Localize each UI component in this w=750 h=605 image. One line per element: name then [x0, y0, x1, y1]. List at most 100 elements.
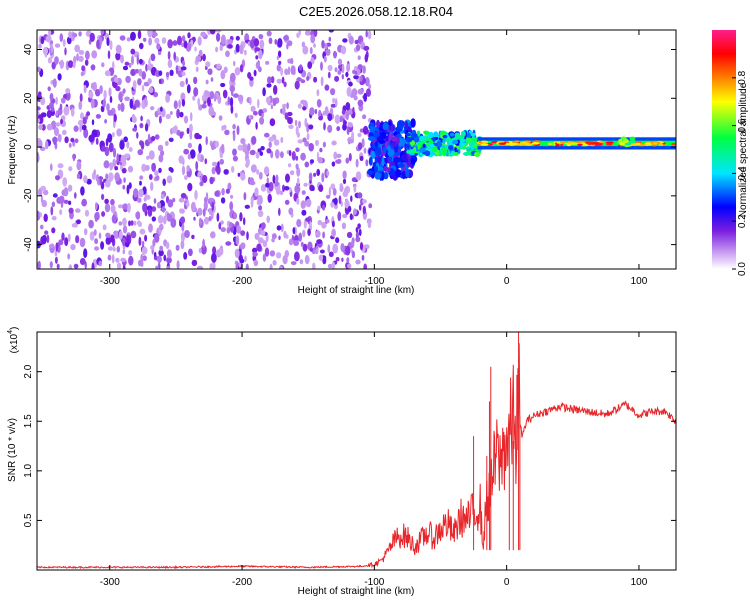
spectrogram-cell: [145, 63, 148, 72]
spectrogram-cell: [229, 97, 234, 107]
spectrogram-cell: [54, 256, 58, 264]
spectrogram-cell: [336, 153, 342, 158]
spectrogram-cell: [268, 181, 274, 192]
spectrogram-cell: [187, 32, 191, 39]
spectrogram-cell: [198, 49, 203, 57]
spectrogram-cell: [130, 48, 136, 55]
spectrogram-cell: [181, 71, 186, 76]
colorbar-label: Normalized spectral amplitude: [738, 82, 749, 217]
spectrogram-cell: [184, 230, 190, 238]
spectrogram-cell: [108, 172, 114, 182]
spectrogram-cell: [50, 206, 54, 216]
spectrogram-cell: [118, 91, 123, 102]
spectrogram-cell: [357, 99, 364, 107]
spectrogram-cell: [121, 168, 127, 174]
spectrogram-cell: [126, 202, 131, 213]
spectrogram-cell: [297, 103, 302, 109]
spectrogram-cell: [232, 93, 239, 98]
spectrogram-cell: [658, 143, 664, 146]
spectrogram-cell: [143, 196, 147, 202]
spectrogram-cell: [577, 143, 583, 146]
spectrogram-cell: [298, 30, 301, 36]
spectrogram-cell: [119, 35, 126, 41]
spectrogram-cell: [40, 185, 46, 191]
spectrogram-cell: [114, 166, 119, 171]
spectrogram-cell: [287, 66, 291, 76]
spectrogram-cell: [75, 235, 80, 244]
spectrogram-cell: [300, 99, 306, 105]
spectrogram-cell: [382, 146, 387, 153]
spectrogram-cell: [321, 40, 325, 49]
spectrogram-cell: [37, 152, 40, 162]
spectrogram-cell: [381, 156, 385, 167]
spectrogram-cell: [459, 141, 463, 149]
spectrogram-y-axis: -40 -20 0 20 40: [23, 44, 676, 252]
spectrogram-cell: [202, 174, 208, 184]
spectrogram-cell: [481, 140, 487, 143]
spectrogram-cell: [584, 141, 595, 144]
spectrogram-cell: [344, 199, 350, 209]
spectrogram-cell: [70, 137, 75, 143]
spectrogram-cell: [405, 136, 413, 143]
spectrogram-cell: [153, 198, 157, 204]
spectrogram-cell: [345, 157, 350, 164]
y-tick-label: 1.5: [23, 414, 34, 428]
spectrogram-cell: [345, 110, 349, 121]
spectrogram-cell: [102, 98, 106, 108]
spectrogram-cell: [103, 160, 110, 169]
spectrogram-cell: [193, 76, 198, 85]
spectrogram-cell: [98, 260, 102, 267]
spectrogram-cell: [144, 123, 149, 132]
spectrogram-cell: [651, 144, 658, 147]
spectrogram-cell: [138, 259, 142, 267]
spectrogram-cell: [300, 152, 306, 161]
spectrogram-cell: [547, 142, 554, 145]
spectrogram-cell: [606, 143, 613, 146]
spectrogram-cell: [271, 237, 275, 243]
spectrogram-cell: [189, 130, 193, 141]
y-tick-label: 1.0: [23, 463, 34, 477]
spectrogram-cell: [570, 142, 580, 145]
spectrogram-cell: [363, 263, 367, 269]
spectrogram-cell: [50, 43, 54, 54]
spectrogram-cell: [124, 61, 130, 66]
spectrogram-cell: [346, 127, 350, 135]
spectrogram-cell: [227, 44, 233, 49]
spectrogram-cell: [166, 175, 173, 184]
spectrogram-cell: [369, 126, 374, 133]
spectrogram-cell: [328, 251, 334, 258]
spectrogram-cell: [171, 126, 178, 134]
spectrogram-cell: [150, 106, 155, 111]
spectrogram-cell: [232, 148, 237, 156]
spectrogram-cell: [211, 161, 218, 167]
snr-scale-exponent: 4: [7, 330, 14, 334]
spectrogram-cell: [211, 143, 215, 151]
spectrogram-cell: [359, 75, 363, 82]
spectrogram-cell: [140, 115, 143, 122]
spectrogram-cell: [346, 231, 353, 239]
spectrogram-cell: [208, 207, 212, 216]
spectrogram-cell: [273, 84, 278, 95]
spectrogram-cell: [325, 194, 331, 199]
spectrogram-cell: [296, 132, 301, 138]
spectrogram-cell: [313, 172, 317, 177]
spectrogram-cell: [132, 115, 137, 123]
spectrogram-cell: [179, 131, 183, 139]
spectrogram-cell: [138, 188, 144, 198]
spectrogram-cell: [308, 172, 313, 181]
spectrogram-cell: [193, 87, 199, 97]
spectrogram-cell: [307, 228, 311, 236]
spectrogram-cell: [219, 44, 223, 52]
spectrogram-cell: [244, 49, 247, 56]
spectrogram-cell: [282, 255, 288, 265]
spectrogram-cell: [88, 219, 94, 229]
snr-frame: [36, 331, 677, 571]
spectrogram-cell: [139, 42, 144, 50]
spectrogram-cell: [73, 125, 79, 132]
spectrogram-cell: [240, 172, 246, 181]
spectrogram-cell: [38, 139, 43, 149]
spectrogram-cell: [142, 202, 148, 213]
spectrogram-cell: [283, 230, 287, 239]
spectrogram-y-axis-label: Frequency (Hz): [7, 116, 18, 185]
spectrogram-cell: [132, 127, 138, 132]
